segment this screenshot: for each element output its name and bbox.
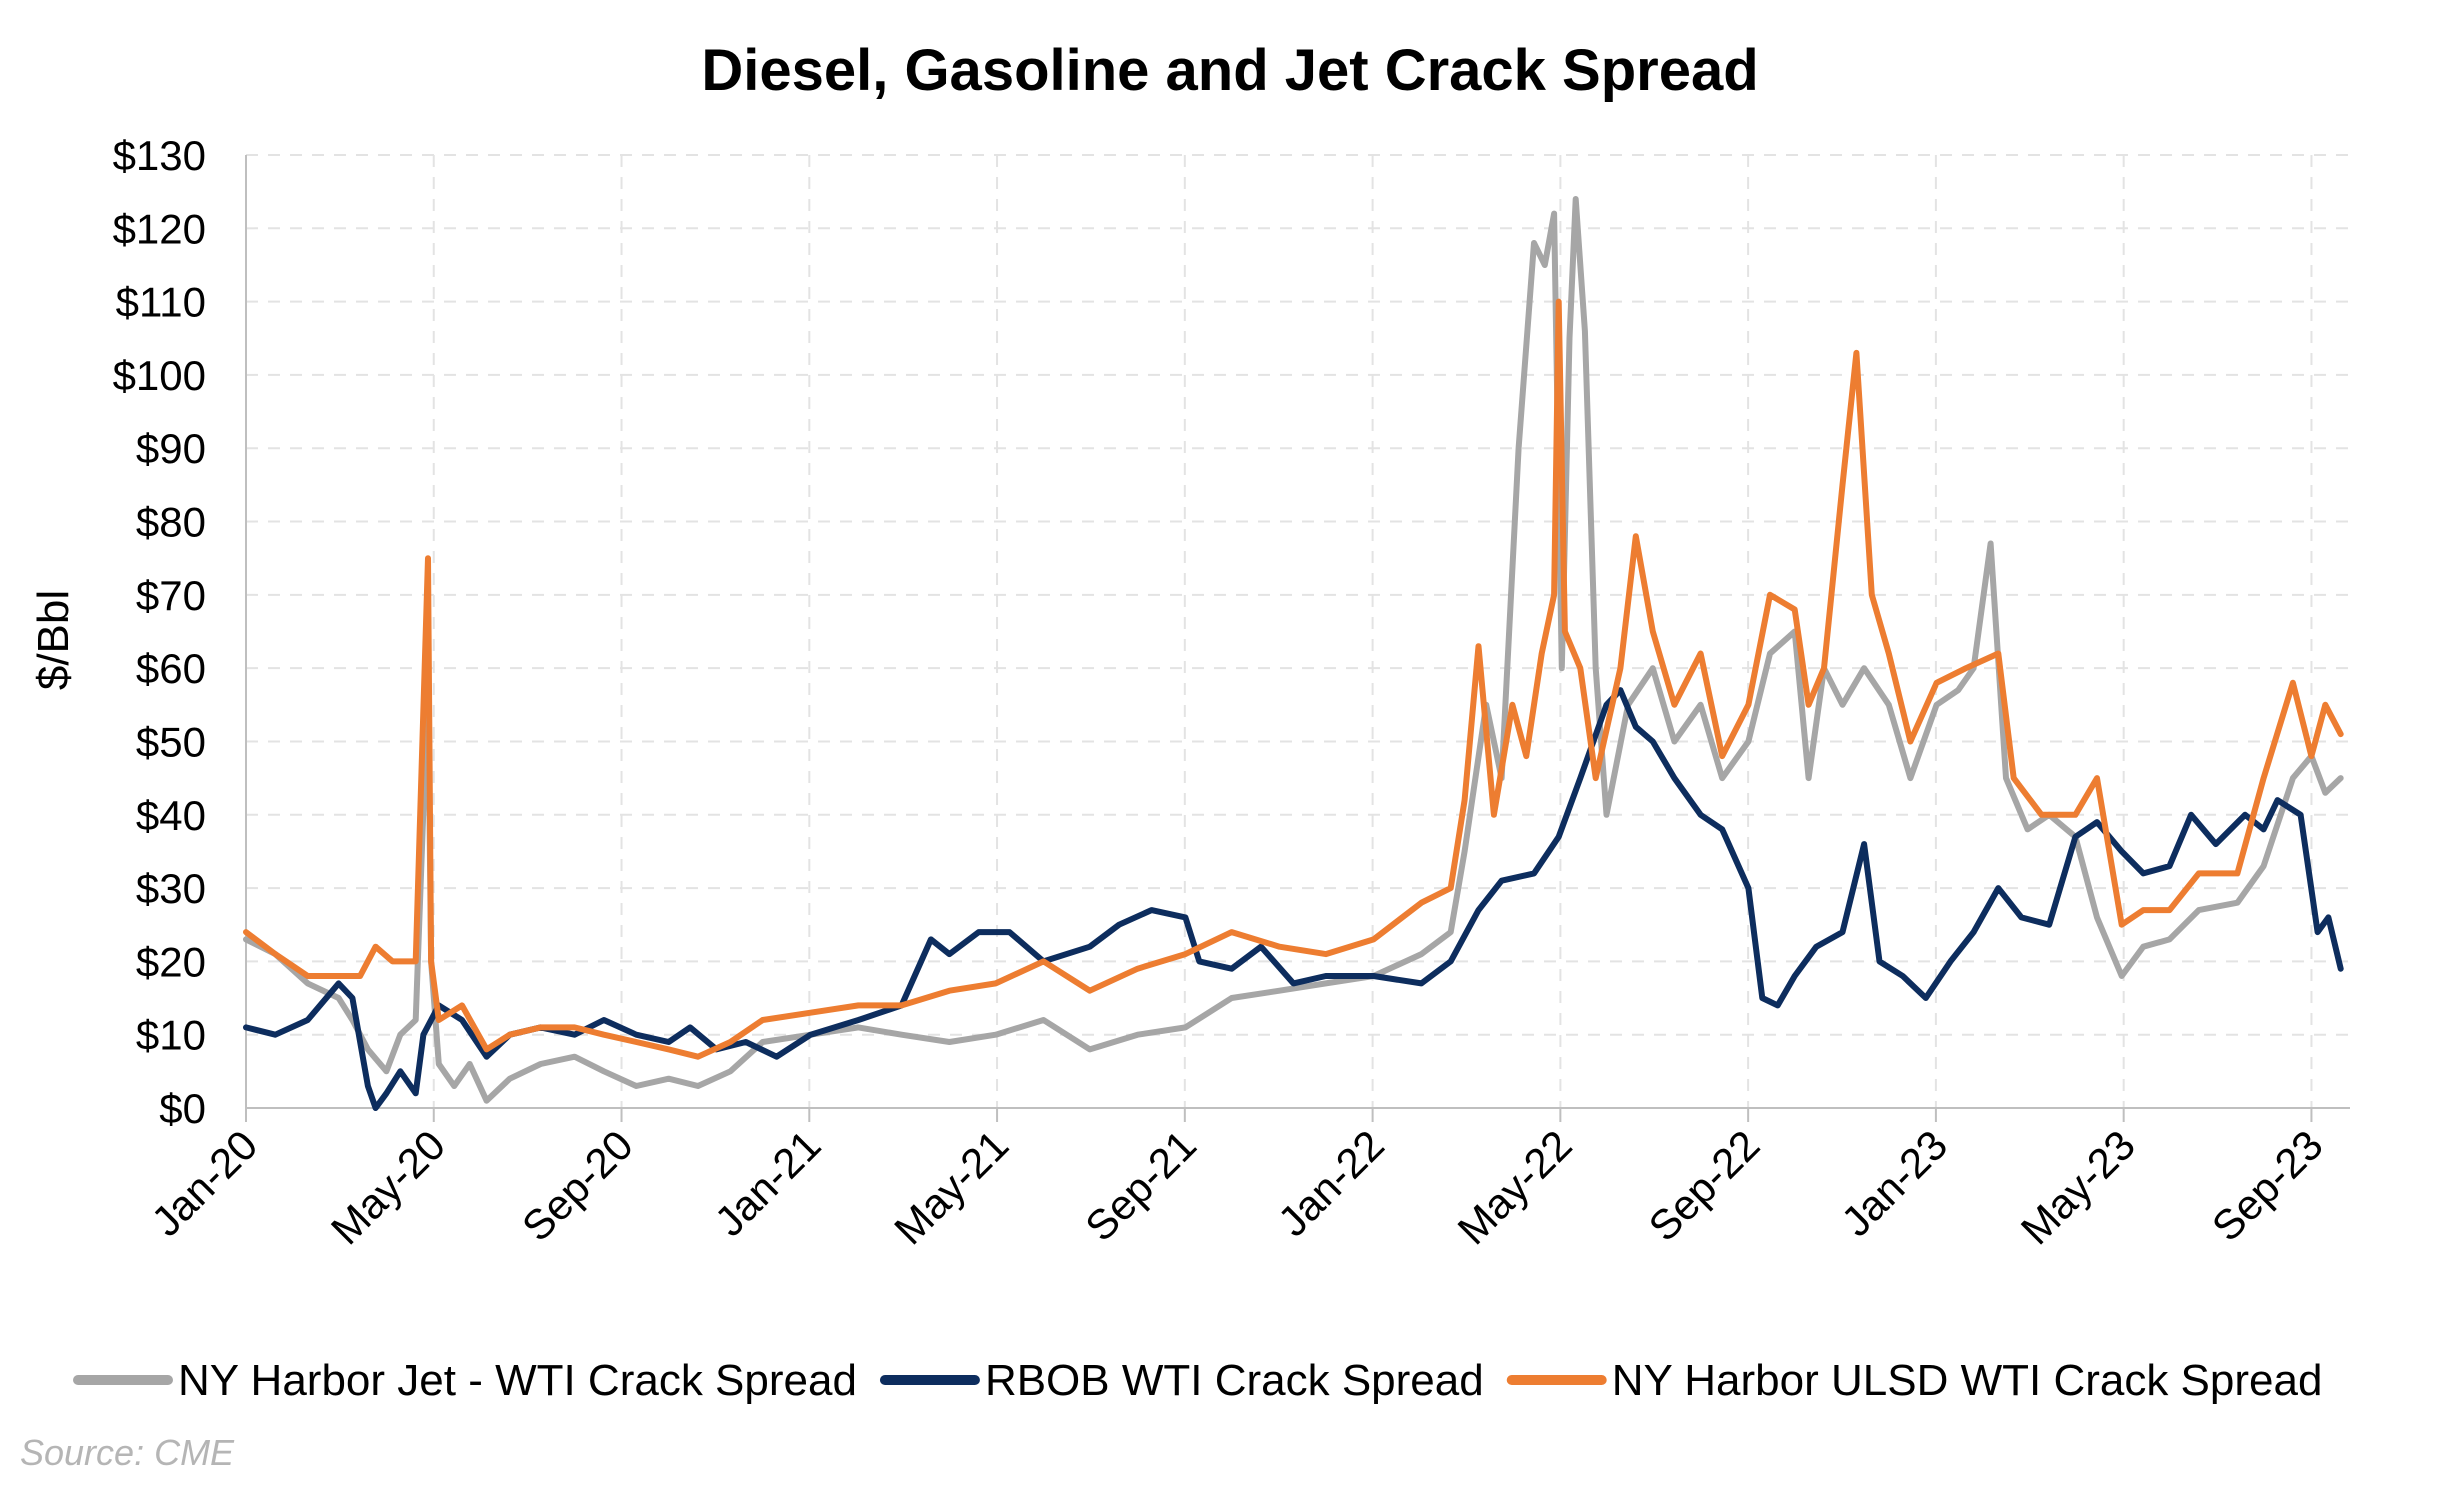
legend-label-3: NY Harbor ULSD WTI Crack Spread	[1612, 1356, 2323, 1405]
x-tick-label: Sep-20	[513, 1121, 642, 1250]
series-line-3	[243, 298, 2344, 1060]
legend: NY Harbor Jet - WTI Crack Spread RBOB WTI…	[73, 1356, 2323, 1405]
series-line-2	[243, 687, 2344, 1111]
y-tick-label: $100	[113, 352, 206, 399]
x-tick-label: Jan-21	[706, 1121, 830, 1245]
x-tick-label: Sep-23	[2203, 1121, 2332, 1250]
legend-label-1: NY Harbor Jet - WTI Crack Spread	[178, 1356, 857, 1405]
y-tick-label: $80	[136, 499, 206, 546]
y-tick-label: $20	[136, 938, 206, 985]
x-tick-label: Jan-23	[1832, 1121, 1956, 1245]
y-tick-label: $70	[136, 572, 206, 619]
x-axis-ticks: Jan-20 May-20 Sep-20 Jan-21 May-21 Sep-21 Jan-…	[142, 1121, 2331, 1253]
x-tick-label: May-23	[2012, 1121, 2144, 1253]
series-layer	[243, 196, 2344, 1111]
y-tick-label: $0	[159, 1085, 206, 1132]
legend-label-2: RBOB WTI Crack Spread	[985, 1356, 1484, 1405]
x-tick-label: Sep-21	[1076, 1121, 1205, 1250]
y-tick-label: $40	[136, 792, 206, 839]
y-axis-ticks: $0 $10 $20 $30 $40 $50 $60 $70 $80 $90 $100 $110 $12…	[113, 132, 206, 1132]
x-tick-label: Sep-22	[1639, 1121, 1768, 1250]
y-tick-label: $120	[113, 205, 206, 252]
source-note: Source: CME	[20, 1432, 235, 1473]
y-tick-label: $110	[116, 279, 206, 326]
y-tick-label: $50	[136, 718, 206, 765]
y-axis-label: $/Bbl	[29, 590, 78, 690]
y-tick-label: $30	[136, 865, 206, 912]
x-tick-label: Jan-20	[142, 1121, 266, 1245]
y-tick-label: $130	[113, 132, 206, 179]
x-tick-label: May-21	[885, 1121, 1017, 1253]
grid-layer	[245, 154, 2350, 1122]
x-tick-label: May-20	[322, 1121, 454, 1253]
series-line-1	[243, 196, 2344, 1104]
x-tick-label: Jan-22	[1269, 1121, 1393, 1245]
y-tick-label: $10	[136, 1012, 206, 1059]
x-tick-label: May-22	[1448, 1121, 1580, 1253]
chart-title: Diesel, Gasoline and Jet Crack Spread	[701, 38, 1758, 103]
y-tick-label: $90	[136, 425, 206, 472]
y-tick-label: $60	[136, 645, 206, 692]
